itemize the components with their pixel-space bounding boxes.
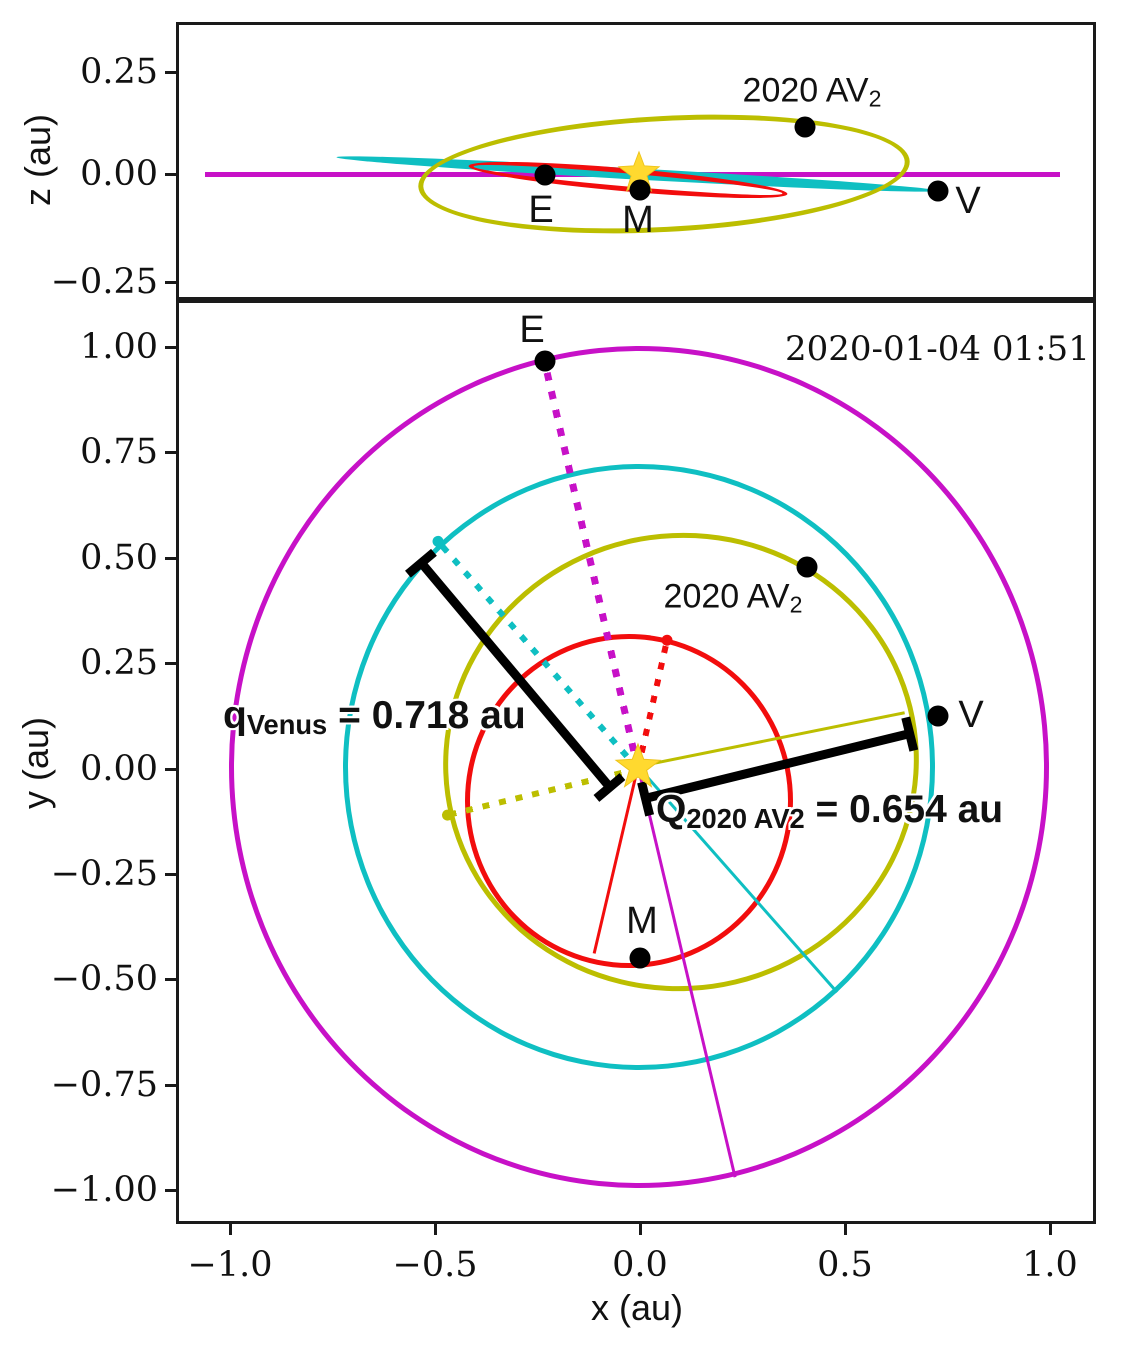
ytick-label: 0.00 — [80, 154, 158, 194]
ytick-mark — [165, 873, 176, 876]
xtick-label: 0.0 — [612, 1245, 668, 1285]
venus-label: V — [958, 694, 984, 736]
y-axis-title: y (au) — [15, 716, 56, 810]
xtick-label: 1.0 — [1022, 1245, 1078, 1285]
panel-xz-frame — [176, 22, 1096, 300]
earth-marker — [534, 350, 556, 372]
ytick-mark — [165, 451, 176, 454]
ytick-label: 1.00 — [80, 327, 158, 367]
earth-marker-top — [534, 164, 556, 186]
av2-label: 2020 AV2 — [663, 577, 803, 618]
venus-label-top: V — [955, 180, 981, 222]
panel-xy-frame — [176, 300, 1096, 1224]
ytick-mark — [165, 1189, 176, 1192]
ytick-label: −1.00 — [50, 1170, 158, 1210]
ytick-mark — [165, 346, 176, 349]
xtick-mark — [434, 1224, 437, 1235]
ytick-label: 0.25 — [80, 643, 158, 683]
xtick-mark — [639, 1224, 642, 1235]
ytick-mark — [165, 173, 176, 176]
xtick-label: −0.5 — [392, 1245, 478, 1285]
mercury-label-top: M — [622, 199, 654, 241]
ytick-label: 0.75 — [80, 432, 158, 472]
ytick-label: 0.25 — [80, 52, 158, 92]
xtick-label: −1.0 — [187, 1245, 273, 1285]
ytick-label: −0.50 — [50, 959, 158, 999]
q-venus-annotation: qVenus = 0.718 au — [223, 694, 526, 740]
mercury-label: M — [626, 900, 658, 942]
venus-marker — [927, 705, 949, 727]
ytick-label: −0.25 — [50, 262, 158, 302]
xtick-mark — [229, 1224, 232, 1235]
venus-orbit — [343, 464, 935, 1070]
av2-marker — [796, 556, 818, 578]
xtick-mark — [844, 1224, 847, 1235]
ytick-mark — [165, 557, 176, 560]
x-axis-title: x (au) — [590, 1287, 684, 1328]
mercury-marker-top — [629, 179, 651, 201]
earth-orbit — [229, 346, 1049, 1188]
ytick-mark — [165, 71, 176, 74]
ytick-mark — [165, 281, 176, 284]
av2-label-top: 2020 AV2 — [742, 71, 882, 112]
earth-label: E — [519, 309, 545, 351]
ytick-label: −0.25 — [50, 854, 158, 894]
ytick-mark — [165, 662, 176, 665]
z-axis-title: z (au) — [17, 113, 58, 207]
mercury-marker — [629, 947, 651, 969]
ytick-label: −0.75 — [50, 1065, 158, 1105]
av2-marker-top — [794, 116, 816, 138]
earth-label-top: E — [528, 189, 554, 231]
ytick-mark — [165, 978, 176, 981]
ytick-label: 0.50 — [80, 538, 158, 578]
sun-star-icon — [614, 742, 662, 790]
xtick-label: 0.5 — [817, 1245, 873, 1285]
ytick-label: 0.00 — [80, 749, 158, 789]
mercury-orbit — [465, 634, 793, 968]
datetime-annotation: 2020-01-04 01:51 — [785, 329, 1090, 369]
ytick-mark — [165, 768, 176, 771]
venus-marker-top — [927, 180, 949, 202]
xtick-mark — [1049, 1224, 1052, 1235]
q-av2-annotation: Q2020 AV2 = 0.654 au — [656, 788, 1004, 834]
ytick-mark — [165, 1084, 176, 1087]
